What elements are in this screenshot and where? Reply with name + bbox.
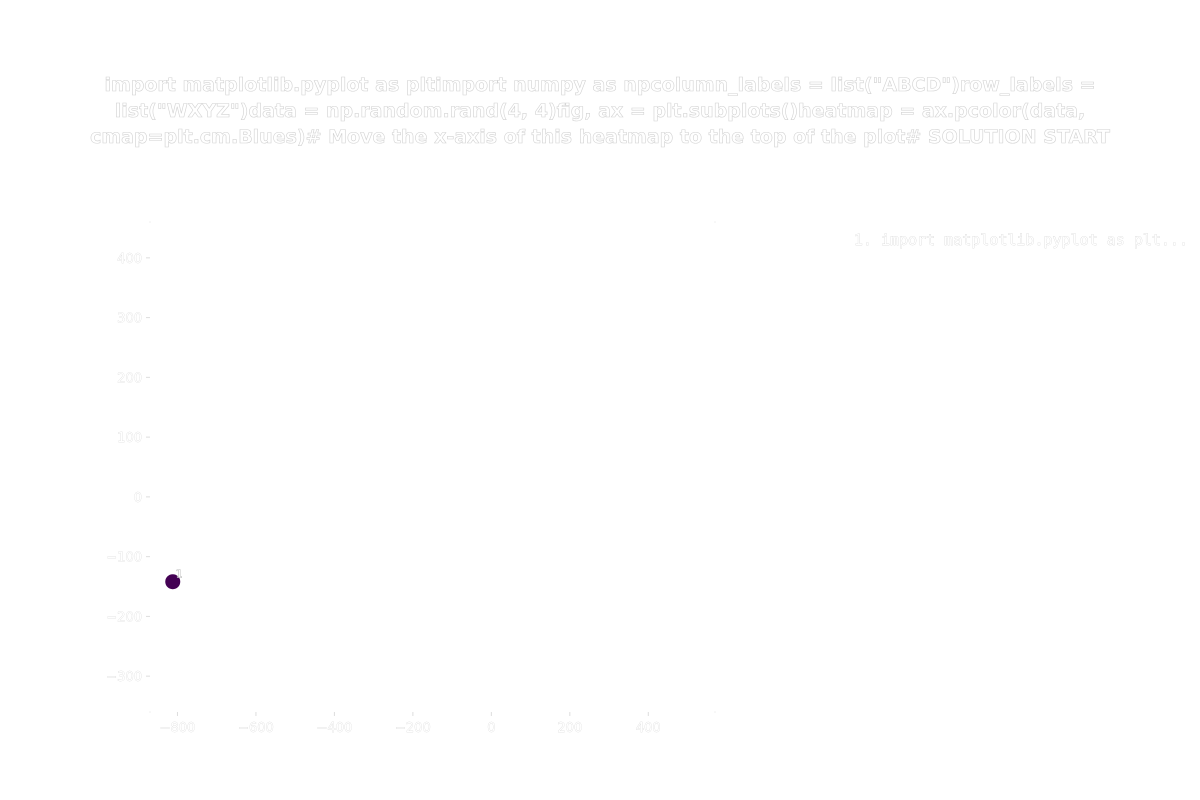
data-point <box>165 574 181 590</box>
y-tick-label: −300 <box>106 670 142 685</box>
x-tick-label: 0 <box>487 721 495 736</box>
data-point-label: 1 <box>176 568 183 581</box>
x-axis: −800 −600 −400 −200 0 200 400 <box>159 712 661 736</box>
x-tick-label: 400 <box>636 721 661 736</box>
y-tick-label: 400 <box>117 252 142 267</box>
legend-entry: 1. import matplotlib.pyplot as plt... <box>854 231 1188 249</box>
plot-corner-1 <box>714 221 716 223</box>
x-tick-label: −400 <box>317 721 353 736</box>
x-tick-label: −800 <box>160 721 196 736</box>
y-tick-label: −100 <box>106 551 142 566</box>
x-tick-label: 200 <box>557 721 582 736</box>
y-tick-label: −200 <box>106 610 142 625</box>
y-tick-label: 0 <box>134 491 142 506</box>
y-axis: 400 300 200 100 0 −100 −200 −300 <box>106 252 150 685</box>
plot-frame <box>149 221 716 713</box>
plot-corner-3 <box>714 711 716 713</box>
legend: 1. import matplotlib.pyplot as plt... <box>854 231 1189 250</box>
plot-corner-0 <box>149 221 151 223</box>
y-tick-label: 100 <box>117 431 142 446</box>
data-points: 1 <box>165 567 183 590</box>
plot-corner-2 <box>149 711 151 713</box>
x-tick-label: −200 <box>395 721 431 736</box>
y-tick-label: 300 <box>117 312 142 327</box>
x-tick-label: −600 <box>238 721 274 736</box>
y-tick-label: 200 <box>117 371 142 386</box>
chart-title: import matplotlib.pyplot as pltimport nu… <box>90 74 1110 149</box>
